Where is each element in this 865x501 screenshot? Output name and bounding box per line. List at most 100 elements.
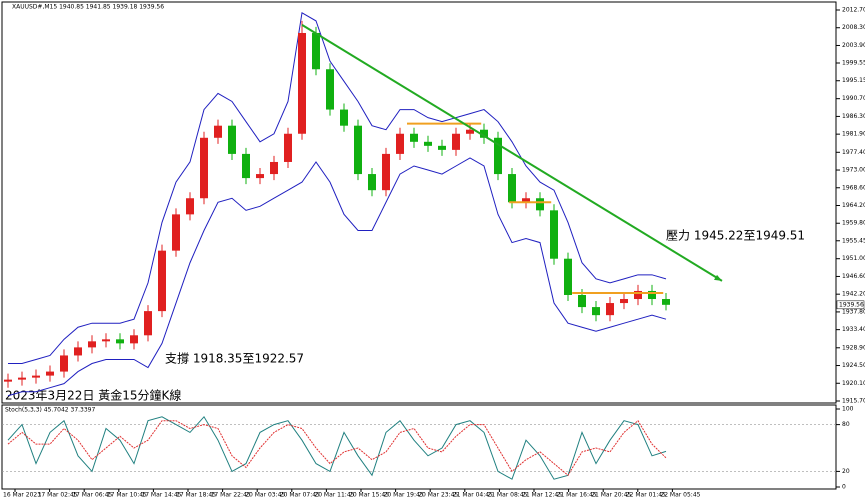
candle-body xyxy=(466,129,474,134)
stoch-tick-label: 100 xyxy=(842,406,854,413)
candle-body xyxy=(228,125,236,154)
support-note: 支撐 1918.35至1922.57 xyxy=(165,352,304,366)
candle-body xyxy=(18,377,26,380)
y-tick-label: 1968.60 xyxy=(842,184,865,191)
candle-body xyxy=(312,32,320,70)
x-tick-label: 20 Mar 03:45 xyxy=(245,492,285,499)
candle-body xyxy=(438,145,446,150)
y-tick-label: 1946.60 xyxy=(842,273,865,280)
y-tick-label: 1942.20 xyxy=(842,291,865,298)
x-tick-label: 21 Mar 20:45 xyxy=(591,492,631,499)
candle-body xyxy=(130,335,138,344)
candle-body xyxy=(46,371,54,376)
candle-body xyxy=(396,133,404,154)
candle-body xyxy=(494,137,502,175)
candle-body xyxy=(74,347,82,356)
upper-band xyxy=(8,12,667,365)
stoch-label: Stoch(5,3,3) 45.7042 37.3397 xyxy=(5,407,96,414)
x-tick-label: 17 Mar 02:45 xyxy=(38,492,78,499)
candle-body xyxy=(620,299,628,304)
y-tick-label: 1951.00 xyxy=(842,255,865,262)
candle-body xyxy=(634,290,642,300)
stoch-tick-label: 80 xyxy=(842,421,850,428)
candle-body xyxy=(32,375,40,378)
y-tick-label: 1955.45 xyxy=(842,237,865,244)
y-tick-label: 1964.20 xyxy=(842,202,865,209)
y-tick-label: 1915.70 xyxy=(842,398,865,405)
y-tick-label: 1986.30 xyxy=(842,113,865,120)
candle-body xyxy=(662,299,670,305)
candle-body xyxy=(186,198,194,215)
x-tick-label: 17 Mar 18:45 xyxy=(176,492,216,499)
candle-body xyxy=(410,133,418,142)
y-tick-label: 2003.90 xyxy=(842,42,865,49)
price-label: 1939.56 xyxy=(839,301,864,308)
stoch-signal xyxy=(7,419,667,477)
y-tick-label: 1924.50 xyxy=(842,362,865,369)
x-tick-label: 17 Mar 06:45 xyxy=(72,492,112,499)
y-tick-label: 1959.80 xyxy=(842,220,865,227)
candle-body xyxy=(452,133,460,150)
x-tick-label: 22 Mar 05:45 xyxy=(660,492,700,499)
candle-body xyxy=(550,210,558,259)
candle-body xyxy=(256,174,264,179)
candle-body xyxy=(508,174,516,203)
trend-line xyxy=(301,24,723,282)
caption: 2023年3月22日 黃金15分鐘K線 xyxy=(5,388,181,403)
candle-body xyxy=(340,109,348,126)
candle-body xyxy=(424,141,432,146)
candle-body xyxy=(326,69,334,110)
x-tick-label: 20 Mar 15:45 xyxy=(349,492,389,499)
y-tick-label: 1999.55 xyxy=(842,60,865,67)
x-tick-label: 17 Mar 22:45 xyxy=(211,492,251,499)
x-tick-label: 21 Mar 08:45 xyxy=(487,492,527,499)
y-tick-label: 2012.70 xyxy=(842,7,865,14)
stoch-panel xyxy=(1,404,837,490)
candle-body xyxy=(60,355,68,372)
candle-body xyxy=(88,341,96,348)
y-tick-label: 1928.90 xyxy=(842,344,865,351)
candle-body xyxy=(270,161,278,175)
candle-body xyxy=(592,307,600,316)
x-tick-label: 20 Mar 23:45 xyxy=(418,492,458,499)
stoch-tick-label: 0 xyxy=(842,484,846,491)
stoch-tick-label: 20 xyxy=(842,468,850,475)
x-tick-label: 20 Mar 11:45 xyxy=(314,492,354,499)
candle-body xyxy=(144,311,152,336)
candle-body xyxy=(102,339,110,342)
candle-body xyxy=(606,303,614,316)
resistance-note: 壓力 1945.22至1949.51 xyxy=(666,229,805,243)
candle-body xyxy=(284,133,292,162)
candle-body xyxy=(242,153,250,179)
candle-body xyxy=(158,250,166,312)
y-tick-label: 1981.90 xyxy=(842,131,865,138)
candle-body xyxy=(522,198,530,203)
x-tick-label: 20 Mar 07:45 xyxy=(280,492,320,499)
candle-body xyxy=(480,129,488,138)
candle-body xyxy=(298,32,306,134)
y-tick-label: 1973.00 xyxy=(842,167,865,174)
x-tick-label: 17 Mar 10:45 xyxy=(107,492,147,499)
y-tick-label: 1933.40 xyxy=(842,326,865,333)
candle-body xyxy=(564,258,572,295)
candle-body xyxy=(354,125,362,175)
lower-band xyxy=(7,157,667,397)
y-tick-label: 2008.30 xyxy=(842,24,865,31)
x-tick-label: 20 Mar 19:45 xyxy=(384,492,424,499)
main-panel xyxy=(1,1,837,404)
trend-arrow xyxy=(714,274,722,281)
candle-body xyxy=(648,290,656,300)
candle-body xyxy=(214,125,222,138)
y-tick-label: 1920.10 xyxy=(842,380,865,387)
candle-body xyxy=(578,294,586,308)
x-tick-label: 22 Mar 01:45 xyxy=(626,492,666,499)
y-tick-label: 1977.40 xyxy=(842,149,865,156)
price-label-box xyxy=(836,300,865,310)
x-tick-label: 21 Mar 12:45 xyxy=(522,492,562,499)
x-tick-label: 16 Mar 2023 xyxy=(3,492,41,499)
candle-body xyxy=(116,339,124,344)
candle-body xyxy=(536,198,544,211)
x-tick-label: 17 Mar 14:45 xyxy=(141,492,181,499)
candle-body xyxy=(382,153,390,191)
